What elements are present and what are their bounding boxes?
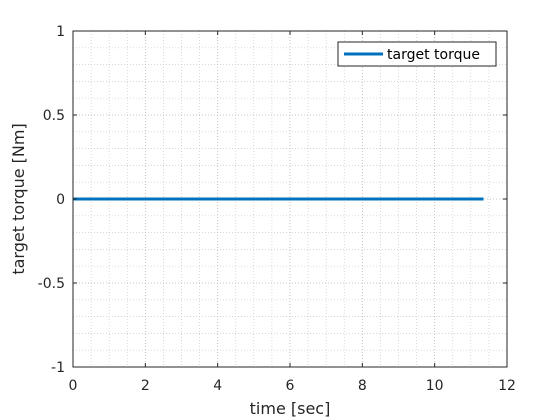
x-tick-label: 12 (498, 378, 516, 394)
legend-label-target-torque: target torque (387, 47, 480, 63)
x-tick-label: 8 (358, 378, 367, 394)
y-tick-label: 1 (56, 24, 65, 40)
y-tick-label: -1 (51, 360, 65, 376)
ticks: 0 2 4 6 8 10 12 -1 -0.5 0 0.5 1 (38, 24, 516, 394)
x-tick-label: 2 (141, 378, 150, 394)
x-tick-label: 6 (286, 378, 295, 394)
y-axis-label: target torque [Nm] (9, 123, 28, 274)
x-tick-label: 10 (426, 378, 444, 394)
legend: target torque (337, 41, 497, 67)
y-tick-label: 0.5 (43, 108, 65, 124)
x-tick-label: 4 (213, 378, 222, 394)
y-tick-label: 0 (56, 192, 65, 208)
x-tick-label: 0 (69, 378, 78, 394)
y-tick-label: -0.5 (38, 276, 65, 292)
x-axis-label: time [sec] (250, 399, 331, 418)
